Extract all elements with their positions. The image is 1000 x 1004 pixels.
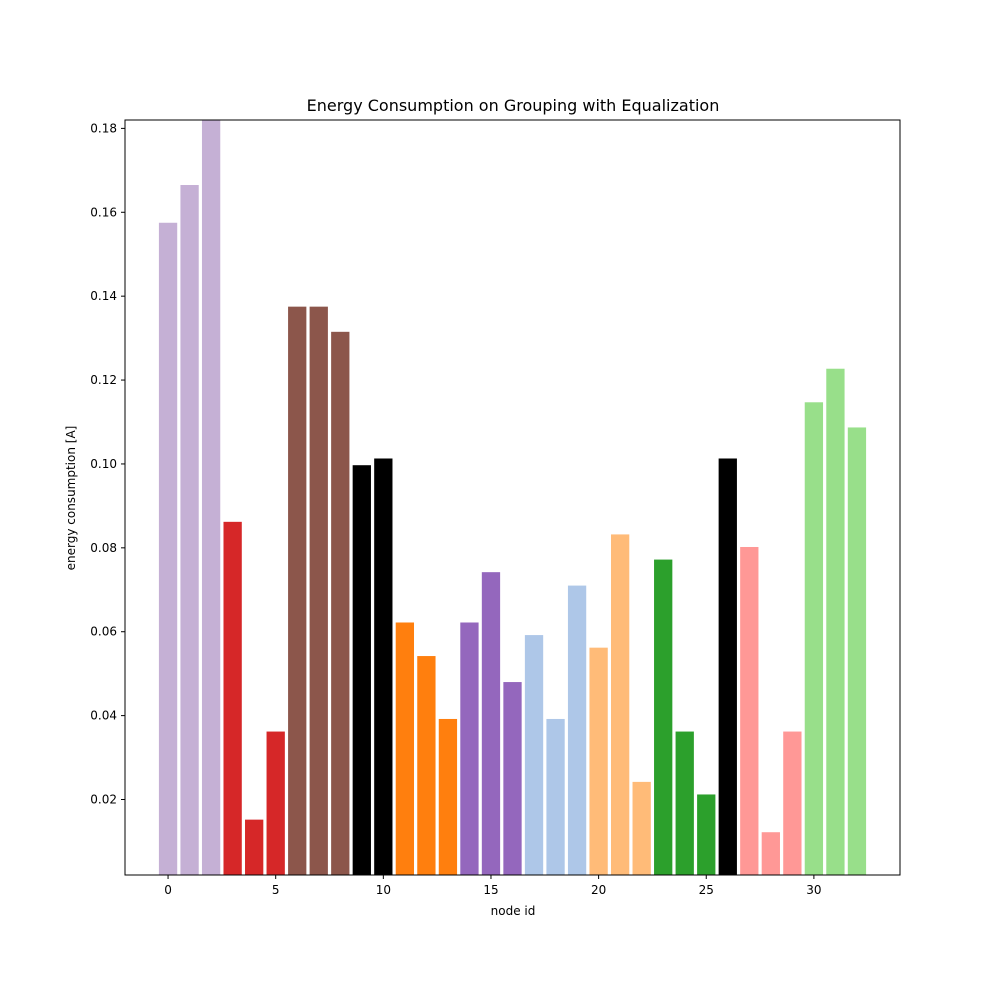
x-axis-label: node id [491, 904, 536, 918]
bar-node-28 [761, 832, 780, 875]
x-tick-label: 5 [272, 883, 280, 897]
bar-node-31 [826, 368, 845, 875]
bar-node-9 [352, 465, 371, 875]
y-tick-label: 0.10 [90, 457, 117, 471]
y-axis-label: energy consumption [A] [64, 426, 78, 571]
x-tick-label: 25 [699, 883, 714, 897]
bar-node-1 [180, 185, 199, 875]
x-tick-label: 10 [376, 883, 391, 897]
bar-node-32 [847, 427, 867, 875]
bar-node-7 [309, 306, 328, 875]
y-tick-label: 0.06 [90, 625, 117, 639]
bar-node-21 [610, 534, 630, 875]
y-tick-label: 0.02 [90, 793, 117, 807]
bar-node-2 [201, 120, 221, 875]
y-tick-label: 0.18 [90, 121, 117, 135]
bar-node-23 [654, 559, 673, 875]
bar-node-15 [481, 572, 501, 875]
bar-node-8 [331, 331, 350, 875]
bar-node-26 [718, 458, 737, 875]
bar-node-17 [524, 635, 544, 875]
bar-node-6 [288, 306, 307, 875]
plot-frame [124, 119, 901, 876]
bar-node-3 [223, 521, 242, 875]
chart-title: Energy Consumption on Grouping with Equa… [307, 96, 720, 115]
x-tick-label: 20 [591, 883, 606, 897]
y-tick-label: 0.04 [90, 709, 117, 723]
bar-node-16 [503, 682, 522, 875]
bar-node-27 [740, 546, 759, 875]
bar-node-20 [589, 647, 608, 875]
bar-node-24 [675, 731, 694, 875]
bar-node-18 [546, 718, 565, 875]
y-axis-ticks: 0.02 0.04 0.06 0.08 0.10 0.12 0.14 0.16 0.18 [90, 121, 125, 807]
bar-node-10 [374, 458, 393, 875]
bar-node-25 [697, 794, 716, 875]
bar-node-11 [395, 622, 415, 875]
x-tick-label: 30 [806, 883, 821, 897]
bars-group [158, 120, 867, 875]
x-tick-label: 15 [483, 883, 498, 897]
bar-node-22 [632, 781, 651, 875]
bar-node-5 [266, 731, 285, 875]
bar-node-30 [804, 402, 824, 875]
bar-node-0 [158, 222, 178, 875]
bar-node-13 [438, 718, 458, 875]
y-tick-label: 0.16 [90, 205, 117, 219]
x-axis-ticks: 0 5 10 15 20 25 30 [164, 875, 822, 897]
bar-node-29 [783, 731, 802, 875]
bar-node-19 [567, 585, 587, 875]
bar-node-12 [417, 656, 436, 875]
y-tick-label: 0.14 [90, 289, 117, 303]
x-tick-label: 0 [164, 883, 172, 897]
y-tick-label: 0.12 [90, 373, 117, 387]
bar-node-4 [245, 819, 264, 875]
y-tick-label: 0.08 [90, 541, 117, 555]
bar-node-14 [460, 622, 479, 875]
